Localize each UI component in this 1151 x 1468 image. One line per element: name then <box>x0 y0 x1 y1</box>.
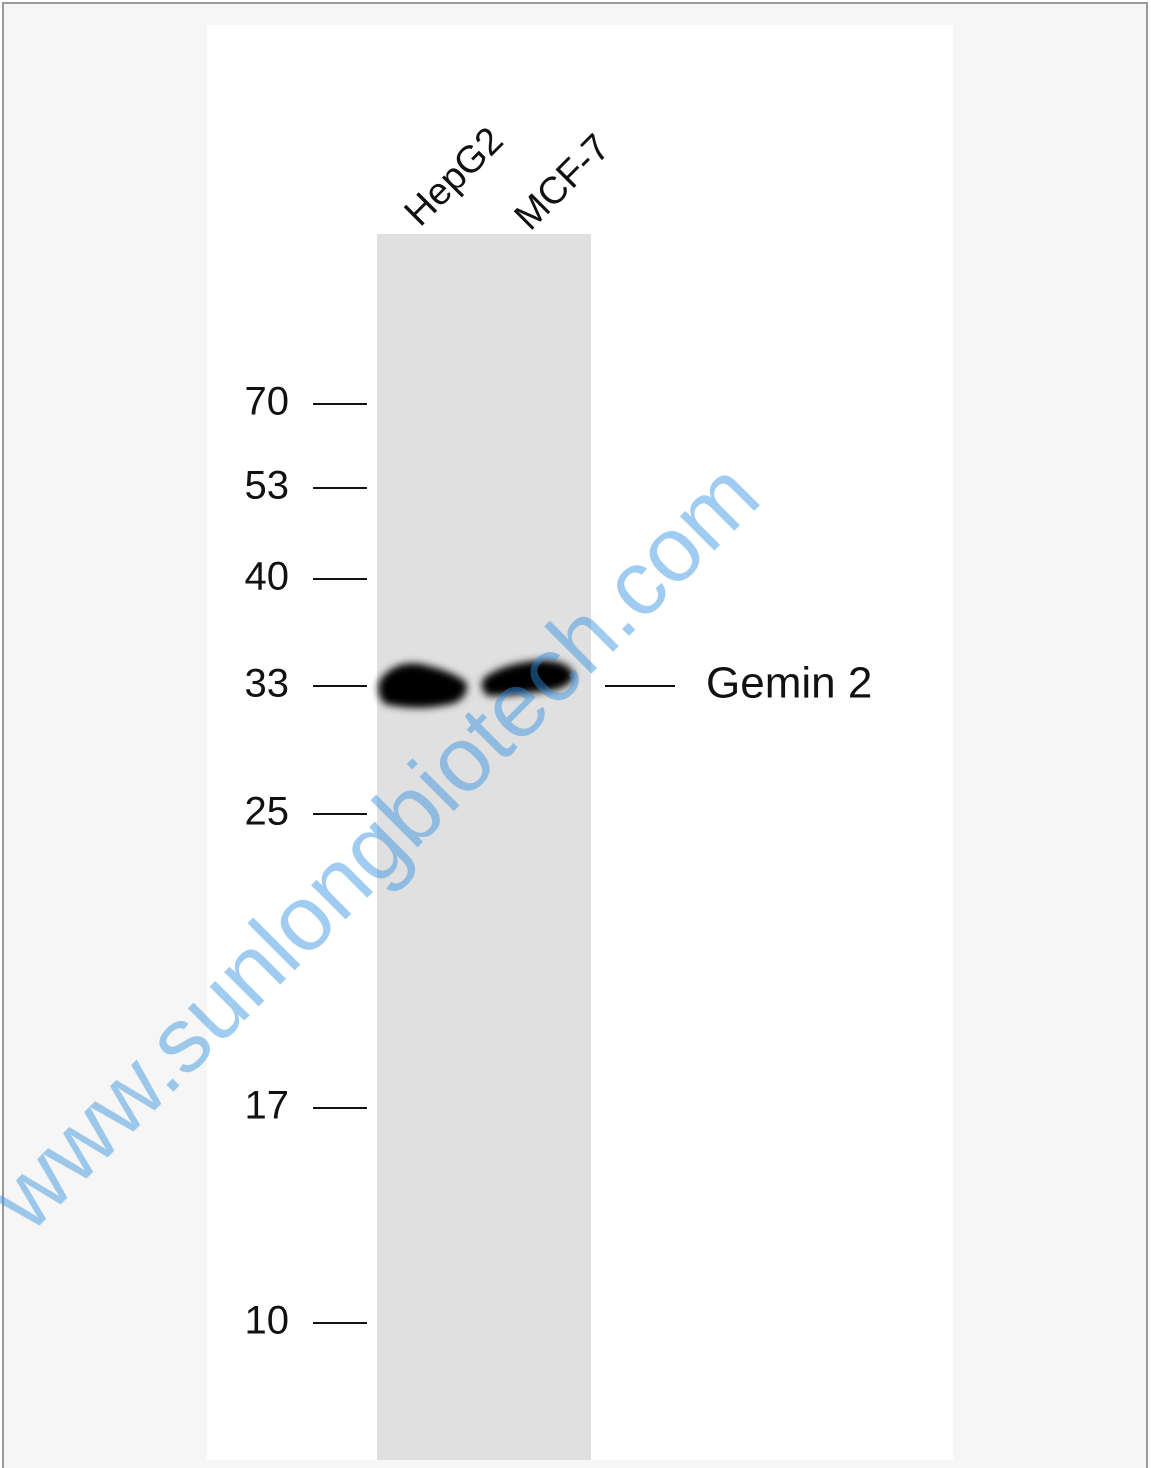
marker-label: 25 <box>245 790 290 834</box>
marker-label: 70 <box>245 380 290 424</box>
gel-lane <box>377 234 591 1460</box>
bands <box>378 660 574 708</box>
marker-label: 17 <box>245 1084 290 1128</box>
band <box>481 660 574 696</box>
marker-label: 33 <box>245 662 290 706</box>
marker-label: 40 <box>245 555 290 599</box>
marker-label: 10 <box>245 1299 290 1343</box>
band <box>378 663 467 708</box>
markers: 70 53 40 33 25 17 10 <box>245 380 367 1343</box>
marker-label: 53 <box>245 464 290 508</box>
band-label: Gemin 2 <box>706 659 872 708</box>
